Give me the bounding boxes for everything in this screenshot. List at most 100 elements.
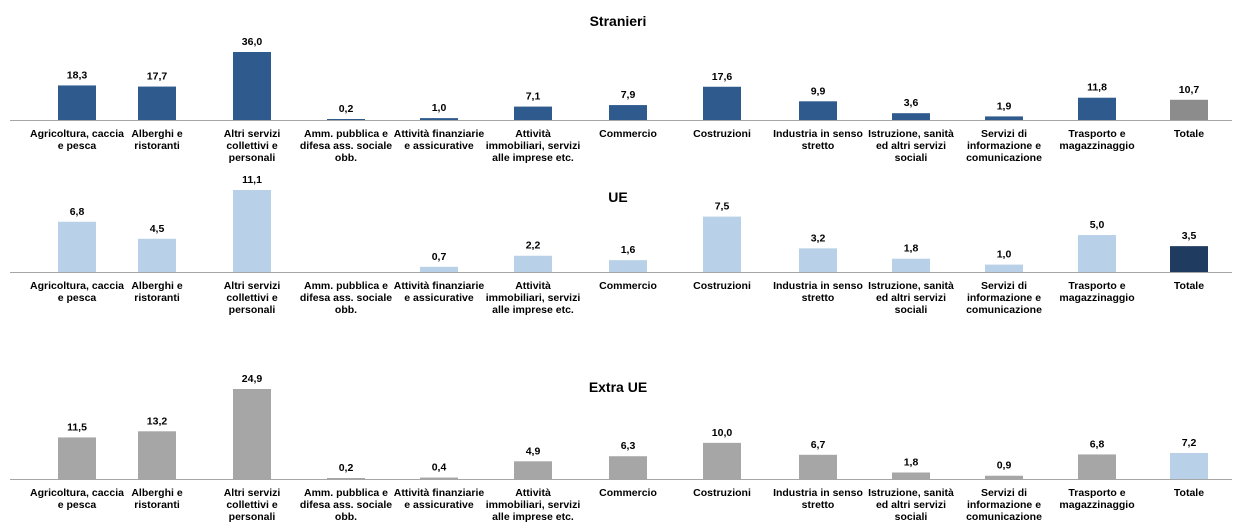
category-label: Trasporto e magazzinaggio (1059, 128, 1134, 152)
data-label: 6,7 (811, 439, 826, 451)
bar (703, 442, 741, 479)
bar (799, 101, 837, 120)
bar (799, 454, 837, 479)
data-label: 7,5 (715, 201, 730, 213)
category-label: Totale (1174, 487, 1204, 499)
bar (420, 477, 458, 479)
category-label: Servizi di informazione e comunicazione (966, 487, 1042, 523)
category-label: Commercio (599, 487, 657, 499)
category-label: Attività finanziarie e assicurative (394, 487, 485, 511)
category-label: Attività immobiliari, servizi alle imprese… (486, 487, 581, 523)
category-label: Alberghi e ristoranti (131, 128, 183, 152)
bar (514, 106, 552, 120)
data-label: 0,9 (997, 460, 1012, 472)
category-label: Altri servizi collettivi e personali (224, 128, 281, 164)
category-label: Agricoltura, caccia e pesca (30, 128, 124, 152)
bar (514, 461, 552, 479)
data-label: 0,7 (432, 251, 447, 263)
category-label: Istruzione, sanità ed altri servizi social… (868, 280, 954, 316)
data-label: 1,8 (904, 243, 919, 255)
data-label: 3,6 (904, 97, 919, 109)
category-label: Amm. pubblica e difesa ass. sociale obb. (300, 487, 392, 523)
data-label: 7,2 (1182, 437, 1197, 449)
bar (58, 221, 96, 272)
category-label: Totale (1174, 128, 1204, 140)
data-label: 10,0 (712, 427, 733, 439)
bar (1170, 246, 1208, 272)
bar (985, 475, 1023, 479)
data-label: 11,8 (1087, 82, 1107, 94)
category-label: Costruzioni (693, 280, 751, 292)
category-label: Istruzione, sanità ed altri servizi social… (868, 487, 954, 523)
data-label: 2,2 (526, 240, 541, 252)
data-label: 1,0 (997, 249, 1012, 261)
category-label: Istruzione, sanità ed altri servizi social… (868, 128, 954, 164)
category-label: Trasporto e magazzinaggio (1059, 280, 1134, 304)
bar (138, 238, 176, 272)
bar (1170, 452, 1208, 479)
data-label: 11,1 (242, 174, 262, 186)
bar (420, 266, 458, 272)
category-label: Altri servizi collettivi e personali (224, 487, 281, 523)
bar (138, 86, 176, 120)
bar (609, 105, 647, 120)
data-label: 1,0 (432, 102, 447, 114)
data-label: 5,0 (1090, 219, 1105, 231)
data-label: 7,9 (621, 89, 636, 101)
bar (233, 190, 271, 272)
data-label: 6,8 (1090, 438, 1105, 450)
bar (703, 86, 741, 120)
category-label: Amm. pubblica e difesa ass. sociale obb. (300, 128, 392, 164)
data-label: 9,9 (811, 85, 826, 97)
chart-panel-3: Extra UE 11,5 Agricoltura, caccia e pesca 13… (10, 373, 1232, 523)
category-label: Industria in senso stretto (773, 128, 863, 152)
bar (892, 472, 930, 479)
bar (609, 456, 647, 479)
data-label: 11,5 (67, 421, 87, 433)
data-label: 24,9 (242, 373, 263, 385)
chart-title: Stranieri (590, 13, 647, 29)
category-label: Industria in senso stretto (773, 487, 863, 511)
data-label: 6,8 (70, 206, 85, 218)
bar (58, 85, 96, 120)
data-label: 18,3 (67, 69, 88, 81)
data-label: 0,2 (339, 103, 354, 115)
bar (233, 389, 271, 479)
bar (420, 118, 458, 120)
category-label: Servizi di informazione e comunicazione (966, 128, 1042, 164)
category-label: Attività immobiliari, servizi alle imprese… (486, 128, 581, 164)
data-label: 1,9 (997, 100, 1012, 112)
category-label: Costruzioni (693, 487, 751, 499)
category-label: Agricoltura, caccia e pesca (30, 487, 124, 511)
data-label: 1,8 (904, 456, 919, 468)
bar (1078, 235, 1116, 272)
bar (1170, 99, 1208, 120)
bar (985, 264, 1023, 272)
bar (58, 437, 96, 479)
bar (1078, 97, 1116, 120)
category-label: Altri servizi collettivi e personali (224, 280, 281, 316)
bar (327, 478, 365, 479)
category-label: Trasporto e magazzinaggio (1059, 487, 1134, 511)
bar (985, 116, 1023, 120)
chart-panel-2: UE 6,8 Agricoltura, caccia e pesca 4,5 Alberg… (10, 174, 1232, 316)
data-label: 4,5 (150, 223, 165, 235)
bar (327, 119, 365, 120)
bar (138, 431, 176, 479)
bar (799, 248, 837, 272)
chart-title: Extra UE (589, 379, 647, 395)
data-label: 0,4 (432, 462, 447, 474)
data-label: 10,7 (1179, 84, 1200, 96)
category-label: Alberghi e ristoranti (131, 280, 183, 304)
bar (233, 52, 271, 120)
bar (703, 216, 741, 272)
data-label: 13,2 (147, 415, 168, 427)
chart-title: UE (608, 189, 627, 205)
category-label: Attività immobiliari, servizi alle imprese… (486, 280, 581, 316)
bar (514, 255, 552, 272)
category-label: Attività finanziarie e assicurative (394, 128, 485, 152)
category-label: Attività finanziarie e assicurative (394, 280, 485, 304)
category-label: Commercio (599, 280, 657, 292)
data-label: 6,3 (621, 440, 636, 452)
category-label: Servizi di informazione e comunicazione (966, 280, 1042, 316)
